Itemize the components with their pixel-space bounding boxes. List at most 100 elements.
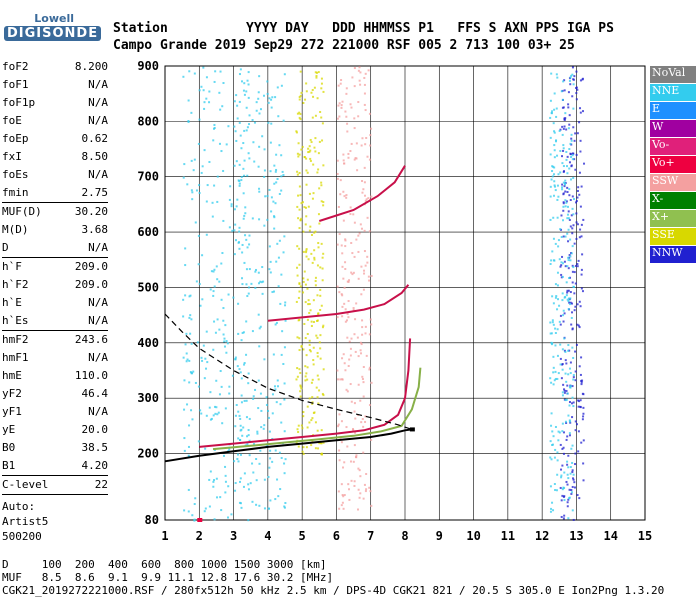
scatter-point: [246, 246, 249, 249]
scatter-point: [315, 71, 318, 74]
scatter-point: [566, 501, 569, 504]
scatter-point: [567, 267, 570, 270]
scatter-point: [303, 270, 306, 273]
scatter-point: [345, 115, 348, 118]
scatter-point: [257, 97, 260, 100]
scatter-point: [202, 89, 205, 92]
param-value: 22: [94, 478, 108, 491]
scatter-point: [213, 123, 216, 126]
scatter-point: [362, 395, 365, 398]
scatter-point: [580, 223, 583, 226]
scatter-point: [317, 447, 320, 450]
scatter-point: [188, 316, 191, 319]
scatter-point: [556, 76, 559, 79]
scatter-point: [558, 304, 561, 307]
scatter-point: [306, 378, 309, 381]
scatter-point: [340, 420, 343, 423]
scatter-point: [304, 301, 307, 304]
scatter-point: [233, 100, 236, 103]
scatter-point: [253, 443, 256, 446]
scatter-point: [273, 182, 276, 185]
scatter-point: [305, 82, 308, 85]
scatter-point: [571, 346, 574, 349]
scatter-point: [567, 414, 570, 417]
scatter-point: [280, 154, 283, 157]
scatter-point: [305, 255, 308, 258]
param-value: N/A: [88, 314, 108, 327]
scatter-point: [314, 137, 317, 140]
scatter-point: [572, 478, 575, 481]
scatter-point: [182, 298, 185, 301]
scatter-point: [568, 349, 571, 352]
scatter-point: [316, 294, 319, 297]
scatter-point: [243, 129, 246, 132]
scatter-point: [571, 469, 574, 472]
param-name: foEp: [2, 132, 29, 145]
scatter-point: [362, 497, 365, 500]
scatter-point: [358, 469, 361, 472]
scatter-point: [354, 318, 357, 321]
scatter-point: [240, 175, 243, 178]
param-name: foF1: [2, 78, 29, 91]
scatter-point: [339, 179, 342, 182]
scatter-point: [346, 336, 349, 339]
scatter-point: [571, 264, 574, 267]
scatter-point: [572, 374, 575, 377]
scatter-point: [299, 285, 302, 288]
scatter-point: [561, 255, 564, 258]
scatter-point: [212, 414, 215, 417]
param-value: 110.0: [74, 369, 108, 382]
scatter-point: [562, 309, 565, 312]
scatter-point: [237, 302, 240, 305]
scatter-point: [245, 353, 248, 356]
legend-entry: W: [650, 120, 696, 138]
scatter-point: [246, 443, 249, 446]
scatter-point: [345, 426, 348, 429]
scatter-point: [321, 392, 324, 395]
scatter-point: [302, 446, 305, 449]
scatter-point: [347, 364, 350, 367]
scatter-point: [554, 332, 557, 335]
scatter-point: [362, 365, 365, 368]
scatter-point: [197, 440, 200, 443]
scatter-point: [341, 315, 344, 318]
scatter-point: [243, 214, 246, 217]
scatter-point: [321, 326, 324, 329]
scatter-point: [564, 265, 567, 268]
scatter-point: [297, 194, 300, 197]
scatter-point: [315, 334, 318, 337]
scatter-point: [274, 323, 277, 326]
scatter-point: [211, 215, 214, 218]
scatter-point: [305, 372, 308, 375]
scatter-point: [347, 483, 350, 486]
scatter-point: [552, 216, 555, 219]
scatter-point: [247, 382, 250, 385]
scatter-point: [212, 139, 215, 142]
scatter-point: [339, 193, 342, 196]
scatter-point: [282, 251, 285, 254]
scatter-point: [573, 486, 576, 489]
scatter-point: [567, 300, 570, 303]
scatter-point: [558, 129, 561, 132]
scatter-point: [353, 158, 356, 161]
scatter-point: [245, 399, 248, 402]
scatter-point: [194, 381, 197, 384]
scatter-point: [569, 291, 572, 294]
scatter-point: [552, 237, 555, 240]
scatter-point: [350, 142, 353, 145]
scatter-point: [268, 245, 271, 248]
scatter-point: [560, 264, 563, 267]
scatter-point: [570, 133, 573, 136]
scatter-point: [298, 349, 301, 352]
scatter-point: [369, 144, 372, 147]
scatter-point: [554, 296, 557, 299]
scatter-point: [549, 218, 552, 221]
scatter-point: [260, 409, 263, 412]
scatter-point: [576, 494, 579, 497]
scatter-point: [571, 461, 574, 464]
scatter-point: [298, 116, 301, 119]
scatter-point: [352, 307, 355, 310]
scatter-point: [305, 169, 308, 172]
scatter-point: [309, 159, 312, 162]
scatter-point: [308, 150, 311, 153]
